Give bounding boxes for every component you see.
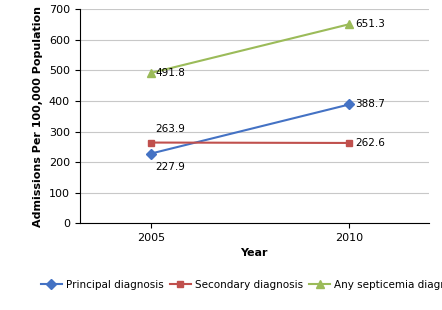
Y-axis label: Admissions Per 100,000 Population: Admissions Per 100,000 Population (33, 6, 43, 227)
Principal diagnosis (149, 152, 154, 155)
Secondary diagnosis (149, 141, 154, 144)
Text: 388.7: 388.7 (355, 100, 385, 109)
Line: Principal diagnosis: Principal diagnosis (148, 101, 353, 157)
Any septicemia diagnosis (347, 22, 352, 26)
Legend: Principal diagnosis, Secondary diagnosis, Any septicemia diagnosis: Principal diagnosis, Secondary diagnosis… (37, 276, 442, 294)
Text: 491.8: 491.8 (155, 68, 185, 78)
Text: 227.9: 227.9 (155, 162, 185, 172)
Text: 263.9: 263.9 (155, 124, 185, 134)
Principal diagnosis (347, 103, 352, 106)
Line: Secondary diagnosis: Secondary diagnosis (148, 139, 353, 146)
Any septicemia diagnosis (149, 71, 154, 75)
Line: Any septicemia diagnosis: Any septicemia diagnosis (147, 20, 354, 77)
Text: 262.6: 262.6 (355, 138, 385, 148)
Text: 651.3: 651.3 (355, 19, 385, 29)
Secondary diagnosis (347, 141, 352, 145)
X-axis label: Year: Year (240, 249, 268, 259)
